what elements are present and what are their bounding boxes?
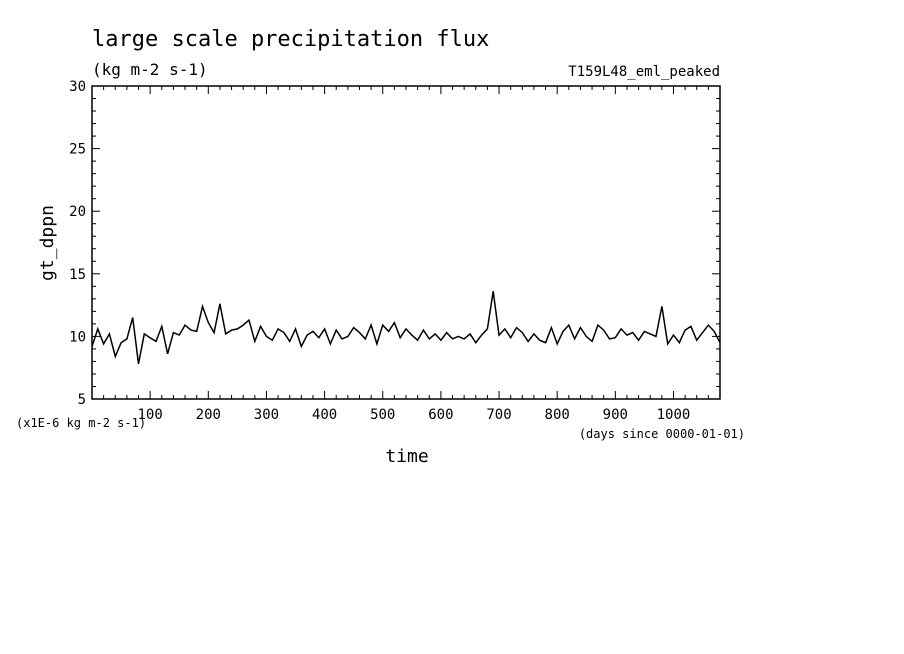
x-tick-label: 500 [370,407,395,423]
tick-labels: 100 200 300 400 500 600 700 800 900 1000 5 10 15 20 25… [69,79,690,423]
chart-subtitle: (kg m-2 s-1) [92,60,208,79]
x-tick-label: 900 [603,407,628,423]
chart-title: large scale precipitation flux [92,27,489,52]
tick-marks [92,86,720,399]
y-tick-label: 30 [69,79,86,95]
y-axis-label: gt_dppn [37,205,58,281]
x-tick-label: 800 [545,407,570,423]
y-tick-label: 25 [69,142,86,158]
plot-frame [91,85,721,400]
y-tick-label: 20 [69,204,86,220]
x-tick-label: 700 [486,407,511,423]
x-tick-label: 1000 [657,407,691,423]
x-tick-label: 100 [137,407,162,423]
y-tick-label: 5 [78,392,86,408]
y-tick-label: 15 [69,267,86,283]
x-axis-label: time [385,446,428,467]
x-tick-label: 200 [196,407,221,423]
x-tick-label: 400 [312,407,337,423]
x-tick-label: 300 [254,407,279,423]
y-unit-note: (x1E-6 kg m-2 s-1) [16,416,146,430]
experiment-label: T159L48_eml_peaked [568,64,720,80]
x-unit-note: (days since 0000-01-01) [579,427,745,441]
x-tick-label: 600 [428,407,453,423]
series-line [91,291,721,365]
y-tick-label: 10 [69,329,86,345]
